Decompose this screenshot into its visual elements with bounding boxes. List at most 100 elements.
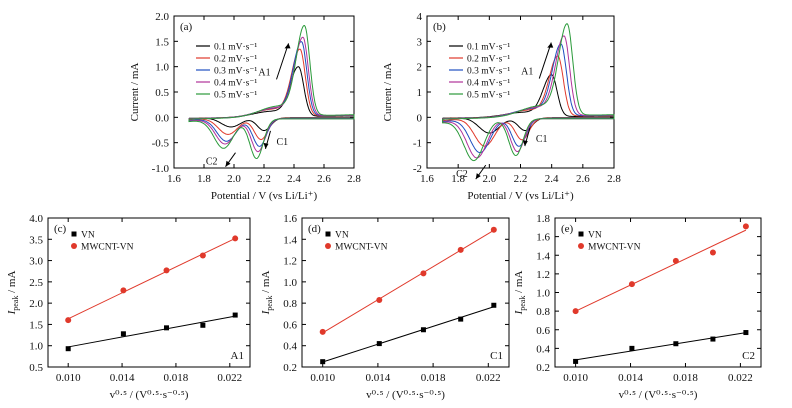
y-tick-label: 3 bbox=[417, 36, 423, 48]
legend-label: 0.4 mV·s⁻¹ bbox=[214, 79, 257, 89]
plot-frame bbox=[173, 15, 355, 169]
y-tick-label: 1.6 bbox=[283, 213, 297, 225]
legend-label: 0.2 mV·s⁻¹ bbox=[467, 55, 510, 65]
legend-marker bbox=[578, 231, 584, 237]
data-point-vn bbox=[573, 358, 579, 364]
x-axis-label: v⁰·⁵ / (V⁰·⁵·s⁻⁰·⁵) bbox=[366, 389, 445, 401]
panel-label: (e) bbox=[561, 223, 574, 235]
data-point-mwcnt-vn bbox=[628, 281, 635, 288]
x-tick-label: 1.6 bbox=[167, 173, 181, 185]
x-tick-label: 2.4 bbox=[287, 173, 301, 185]
x-tick-label: 0.010 bbox=[310, 372, 335, 384]
y-tick-label: 0.2 bbox=[536, 362, 550, 374]
y-tick-label: 4 bbox=[417, 11, 423, 23]
fit-line-vn bbox=[322, 306, 494, 363]
annotation-c2: C2 bbox=[456, 169, 468, 180]
data-point-mwcnt-vn bbox=[163, 267, 170, 274]
y-tick-label: 0.0 bbox=[155, 112, 169, 124]
panel-d: 0.010 0.014 0.018 0.022 0.2 0.4 0.6 0.8 1.0 1.2 1.… bbox=[260, 213, 510, 401]
data-point-vn bbox=[491, 302, 497, 308]
y-axis-label: Ipeak / mA bbox=[513, 271, 527, 316]
y-tick-label: 0 bbox=[417, 112, 423, 124]
annotation-c1: C1 bbox=[536, 134, 548, 145]
data-point-mwcnt-vn bbox=[457, 246, 464, 253]
y-tick-label: 3.5 bbox=[29, 234, 43, 246]
y-tick-label: -2 bbox=[413, 163, 422, 175]
x-tick-label: 0.022 bbox=[728, 372, 753, 384]
data-point-vn bbox=[200, 322, 206, 328]
data-point-mwcnt-vn bbox=[709, 249, 716, 256]
y-tick-label: 3.0 bbox=[29, 256, 43, 268]
x-tick-label: 1.8 bbox=[451, 173, 465, 185]
legend-marker bbox=[325, 243, 331, 249]
x-tick-label: 0.014 bbox=[366, 372, 391, 384]
data-point-vn bbox=[629, 345, 635, 351]
legend-label: MWCNT-VN bbox=[335, 243, 388, 253]
legend-label: 0.3 mV·s⁻¹ bbox=[214, 67, 257, 77]
x-axis-label: v⁰·⁵ / (V⁰·⁵·s⁻⁰·⁵) bbox=[619, 389, 698, 401]
data-point-vn bbox=[232, 312, 238, 318]
x-axis-label: Potential / V (vs Li/Li⁺) bbox=[467, 190, 574, 202]
annotation-a1: A1 bbox=[258, 67, 270, 78]
data-point-mwcnt-vn bbox=[420, 270, 427, 277]
panel-a: 1.6 1.8 2.0 2.2 2.4 2.6 2.8 -1.0 -0.5 0.0 0.5 1.0 1.… bbox=[129, 11, 361, 202]
data-point-vn bbox=[673, 341, 679, 347]
y-axis-label: Ipeak / mA bbox=[6, 271, 20, 316]
panel-label: (c) bbox=[54, 223, 67, 235]
data-point-vn bbox=[65, 346, 71, 352]
data-point-mwcnt-vn bbox=[65, 317, 72, 324]
legend-label: 0.3 mV·s⁻¹ bbox=[467, 67, 510, 77]
y-axis-label-symbol: I bbox=[260, 309, 272, 315]
data-point-vn bbox=[164, 325, 170, 331]
y-tick-label: 0.6 bbox=[283, 319, 297, 331]
corner-label: C1 bbox=[490, 350, 503, 362]
arrowhead-c1 bbox=[522, 140, 528, 147]
arrow-a1 bbox=[276, 43, 289, 80]
data-point-mwcnt-vn bbox=[376, 296, 383, 303]
y-tick-label: 0.4 bbox=[536, 343, 550, 355]
data-point-mwcnt-vn bbox=[672, 257, 679, 264]
y-tick-label: 1.8 bbox=[536, 213, 550, 225]
y-tick-label: 1.0 bbox=[536, 288, 550, 300]
data-point-mwcnt-vn bbox=[199, 252, 206, 259]
y-tick-label: -1 bbox=[413, 138, 422, 150]
y-tick-label: 1.4 bbox=[536, 250, 550, 262]
y-tick-label: 1.0 bbox=[155, 62, 169, 74]
y-tick-label: 0.6 bbox=[536, 325, 550, 337]
arrowhead-c2 bbox=[225, 160, 231, 167]
x-tick-label: 2.8 bbox=[347, 173, 361, 185]
y-axis-label-subscript: peak bbox=[265, 296, 274, 311]
y-axis-label-subscript: peak bbox=[518, 296, 527, 311]
cv-curve-series-5 bbox=[188, 24, 355, 160]
arrowhead-c2 bbox=[475, 173, 481, 180]
x-tick-label: 0.018 bbox=[164, 372, 189, 384]
data-point-vn bbox=[458, 316, 464, 322]
y-tick-label: 1.4 bbox=[283, 234, 297, 246]
arrowhead-a1 bbox=[284, 43, 291, 49]
data-point-vn bbox=[710, 336, 716, 342]
fit-line-mwcnt-vn bbox=[575, 229, 747, 312]
legend-marker bbox=[71, 231, 77, 237]
y-tick-label: 1 bbox=[417, 87, 423, 99]
plot-frame bbox=[301, 217, 510, 368]
legend-label: VN bbox=[588, 231, 602, 241]
y-tick-label: 1.5 bbox=[155, 36, 169, 48]
panel-e: 0.010 0.014 0.018 0.022 0.2 0.4 0.6 0.8 1.0 1.2 1.… bbox=[513, 213, 762, 401]
y-axis-label-subscript: peak bbox=[11, 296, 20, 311]
data-point-mwcnt-vn bbox=[232, 235, 239, 242]
data-point-vn bbox=[376, 341, 382, 347]
x-tick-label: 0.014 bbox=[618, 372, 643, 384]
legend-label: MWCNT-VN bbox=[81, 243, 134, 253]
legend-label: MWCNT-VN bbox=[588, 243, 641, 253]
x-tick-label: 0.014 bbox=[110, 372, 135, 384]
plot-frame bbox=[47, 217, 251, 368]
fit-line-mwcnt-vn bbox=[67, 237, 236, 320]
panel-label: (d) bbox=[308, 223, 321, 235]
y-tick-label: -0.5 bbox=[152, 138, 170, 150]
y-tick-label: -1.0 bbox=[152, 163, 170, 175]
x-tick-label: 2.2 bbox=[514, 173, 528, 185]
y-tick-label: 0.5 bbox=[155, 87, 169, 99]
y-tick-label: 0.4 bbox=[283, 341, 297, 353]
fit-line-vn bbox=[575, 332, 746, 361]
